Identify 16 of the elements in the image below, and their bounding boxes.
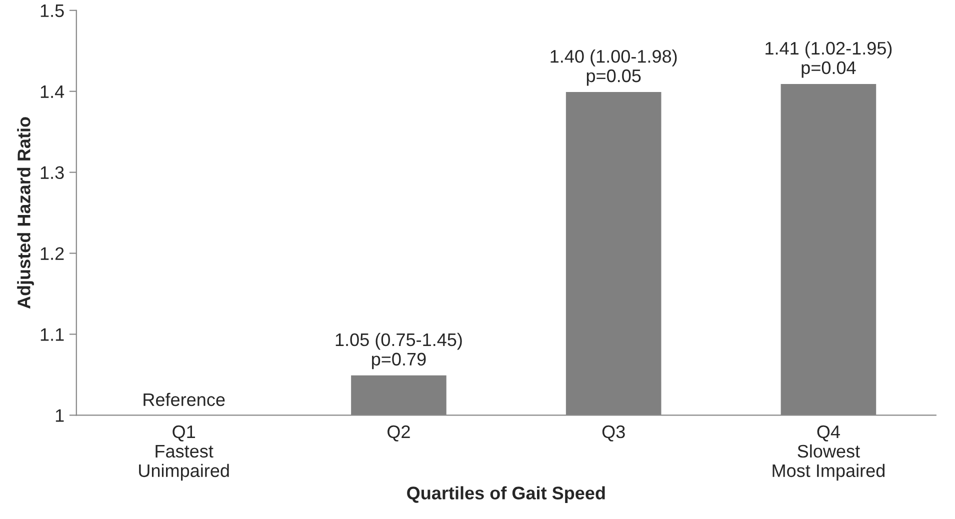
y-tick-label: 1.3 — [40, 166, 64, 180]
data-label: 1.05 (0.75-1.45) p=0.79 — [336, 332, 462, 370]
y-tick-label: 1.4 — [40, 85, 64, 98]
data-label: Reference — [144, 392, 225, 406]
x-axis-title: Quartiles of Gait Speed — [407, 486, 605, 504]
y-tick-label: 1.1 — [40, 328, 64, 341]
x-tick-label: Q4 Slowest Most Impaired — [772, 425, 884, 481]
y-tick-label: 1 — [56, 409, 64, 422]
x-tick-label: Q1 Fastest Unimpaired — [139, 425, 229, 481]
data-label: 1.41 (1.02-1.95) p=0.04 — [766, 41, 892, 78]
x-tick-label: Q2 — [388, 425, 410, 442]
y-axis-title: Adjusted Hazard Ratio — [17, 117, 34, 309]
x-tick-label: Q3 — [602, 425, 625, 442]
y-tick-label: 1.2 — [40, 247, 64, 260]
data-label: 1.40 (1.00-1.98) p=0.05 — [550, 50, 677, 86]
y-tick-label: 1.5 — [40, 4, 64, 18]
